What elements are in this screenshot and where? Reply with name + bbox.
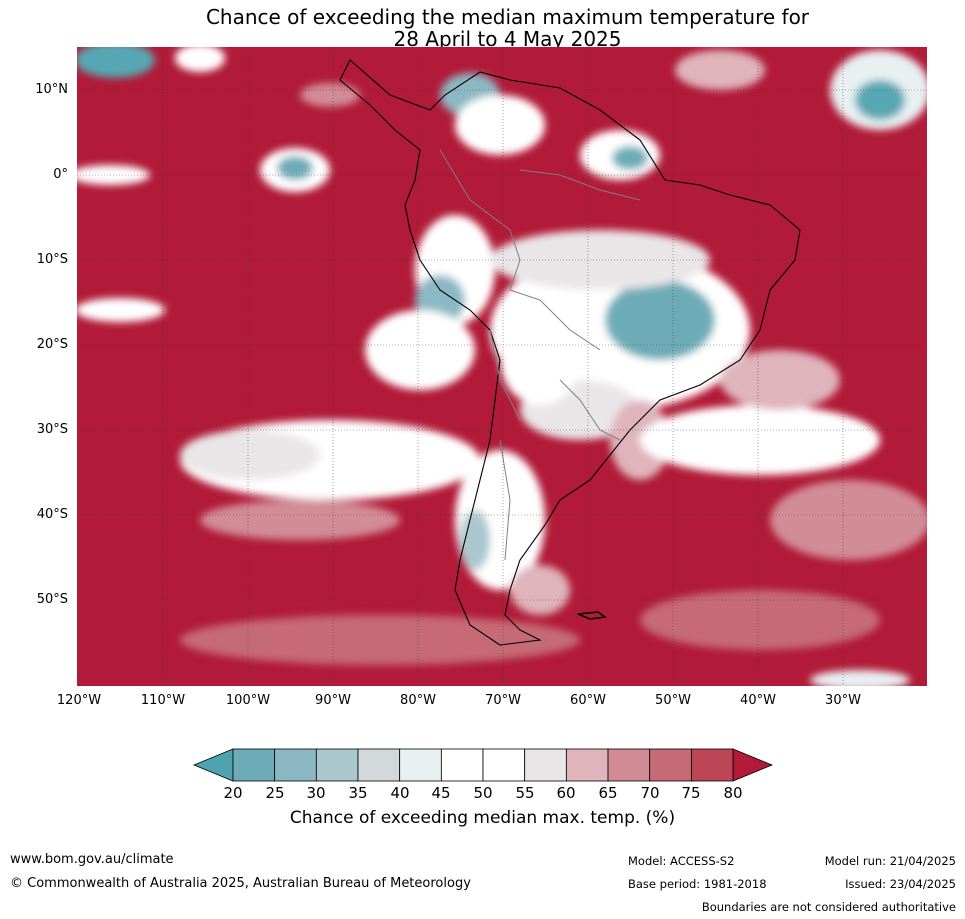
colorbar-tick: 75 — [681, 784, 701, 802]
colorbar-tick: 40 — [390, 784, 410, 802]
colorbar-cell — [232, 748, 276, 782]
model-run-text: Model run: 21/04/2025 — [824, 854, 956, 868]
colorbar-cell — [607, 748, 651, 782]
lon-label: 30°W — [825, 693, 861, 708]
colorbar-cell — [482, 748, 526, 782]
colorbar-cell — [274, 748, 317, 782]
lon-label: 100°W — [225, 693, 271, 708]
copyright-text: © Commonwealth of Australia 2025, Austra… — [10, 876, 471, 891]
colorbar-arrow-low — [192, 748, 234, 782]
falklands-island — [577, 611, 607, 620]
colorbar-cell — [690, 748, 734, 782]
lon-label: 90°W — [315, 693, 351, 708]
colorbar-cell — [649, 748, 692, 782]
colorbar-tick: 70 — [640, 784, 660, 802]
colorbar-cell — [565, 748, 609, 782]
country-borders — [439, 149, 641, 561]
colorbar-tick: 80 — [723, 784, 743, 802]
colorbar-tick: 35 — [348, 784, 368, 802]
colorbar-cell — [524, 748, 567, 782]
colorbar-tick: 65 — [598, 784, 618, 802]
south-america-coastline — [339, 59, 801, 646]
lon-label: 40°W — [740, 693, 776, 708]
lon-label: 80°W — [400, 693, 436, 708]
colorbar-tick: 25 — [265, 784, 285, 802]
probability-patches — [77, 47, 927, 686]
colorbar-arrow-high — [732, 748, 774, 782]
map-title-line1: Chance of exceeding the median maximum t… — [205, 5, 810, 29]
lat-label: 10°N — [35, 82, 68, 97]
map-title-line2: 28 April to 4 May 2025 — [393, 27, 622, 51]
colorbar-tick: 45 — [431, 784, 451, 802]
colorbar-tick: 60 — [556, 784, 576, 802]
lat-label: 30°S — [36, 422, 68, 437]
colorbar-tick: 30 — [306, 784, 326, 802]
lon-label: 50°W — [655, 693, 691, 708]
colorbar-cell — [357, 748, 401, 782]
graticule — [77, 47, 927, 686]
disclaimer-text: Boundaries are not considered authoritat… — [701, 900, 956, 914]
lon-label: 60°W — [570, 693, 606, 708]
website-text: www.bom.gov.au/climate — [10, 852, 174, 867]
colorbar-tick: 55 — [515, 784, 535, 802]
lon-label: 70°W — [485, 693, 521, 708]
lat-label: 0° — [53, 167, 68, 182]
model-text: Model: ACCESS-S2 — [628, 854, 735, 868]
issued-text: Issued: 23/04/2025 — [845, 877, 956, 891]
lat-label: 10°S — [36, 252, 68, 267]
colorbar-tick: 20 — [223, 784, 243, 802]
lon-label: 110°W — [140, 693, 186, 708]
base-period-text: Base period: 1981-2018 — [628, 877, 767, 891]
lon-label: 120°W — [56, 693, 102, 708]
colorbar-tick: 50 — [473, 784, 493, 802]
colorbar-label: Chance of exceeding median max. temp. (%… — [289, 808, 676, 828]
colorbar-cell — [440, 748, 484, 782]
lat-label: 50°S — [36, 592, 68, 607]
colorbar-cells — [192, 748, 774, 782]
colorbar-cell — [399, 748, 442, 782]
lat-label: 40°S — [36, 507, 68, 522]
lat-label: 20°S — [36, 337, 68, 352]
colorbar-cell — [315, 748, 359, 782]
